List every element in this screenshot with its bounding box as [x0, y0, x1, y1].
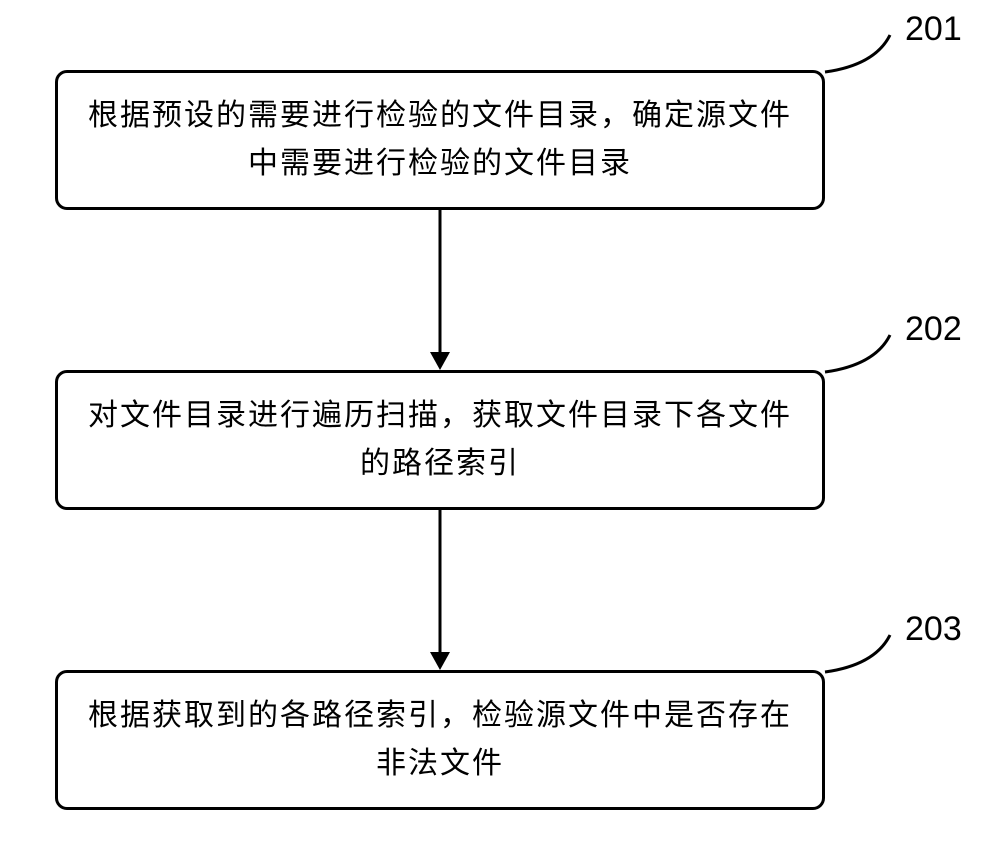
step-box-203: 根据获取到的各路径索引，检验源文件中是否存在非法文件: [55, 670, 825, 810]
step-text-202: 对文件目录进行遍历扫描，获取文件目录下各文件的路径索引: [88, 392, 792, 488]
step-box-202: 对文件目录进行遍历扫描，获取文件目录下各文件的路径索引: [55, 370, 825, 510]
flowchart-container: 根据预设的需要进行检验的文件目录，确定源文件中需要进行检验的文件目录 201 对…: [0, 0, 1000, 868]
step-text-203: 根据获取到的各路径索引，检验源文件中是否存在非法文件: [88, 692, 792, 788]
step-text-201: 根据预设的需要进行检验的文件目录，确定源文件中需要进行检验的文件目录: [88, 92, 792, 188]
step-label-203: 203: [905, 610, 962, 649]
arrow-head-2: [430, 652, 450, 670]
arrow-line-1: [439, 210, 442, 352]
arrow-line-2: [439, 510, 442, 652]
step-box-201: 根据预设的需要进行检验的文件目录，确定源文件中需要进行检验的文件目录: [55, 70, 825, 210]
arrow-head-1: [430, 352, 450, 370]
step-label-202: 202: [905, 310, 962, 349]
step-label-201: 201: [905, 10, 962, 49]
